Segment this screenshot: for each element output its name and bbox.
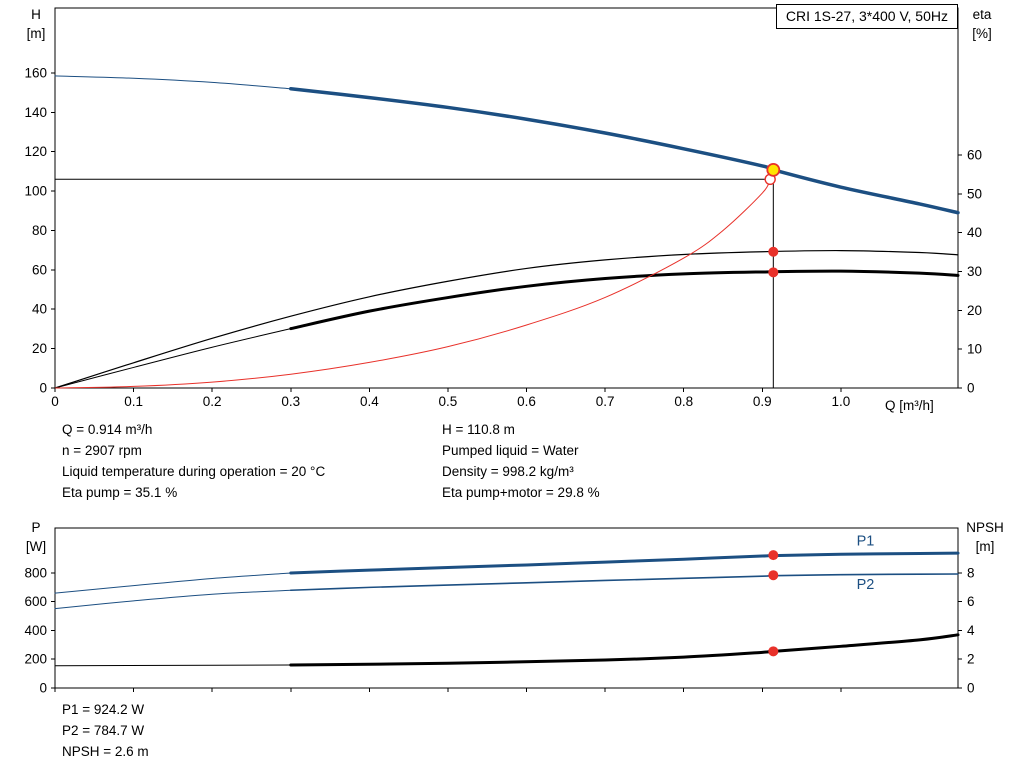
y-left-tick-label: 800 [24, 565, 47, 580]
result-line-npsh: NPSH = 2.6 m [62, 744, 149, 759]
y-right-tick-label: 4 [967, 623, 975, 638]
chart-frame [54, 527, 959, 689]
results-column: P1 = 924.2 W P2 = 784.7 W NPSH = 2.6 m [62, 699, 149, 762]
x-tick-label: 0.3 [281, 394, 300, 409]
npsh-axis-label: NPSH [m] [956, 518, 1014, 556]
p2-curve-label: P2 [857, 577, 875, 593]
y-right-tick-label: 2 [967, 652, 975, 667]
h-axis-symbol: H [31, 7, 41, 22]
y-left-tick-label: 140 [24, 105, 47, 120]
npsh-axis-symbol: NPSH [966, 520, 1004, 535]
chart-frame [54, 7, 959, 389]
p2-extension [54, 589, 292, 610]
q-axis-label: Q [m³/h] [885, 398, 934, 413]
y-right-tick-label: 10 [967, 342, 982, 357]
y-right-tick-label: 0 [967, 381, 975, 396]
operating-point-dot [768, 267, 779, 278]
eta-axis-unit: [%] [972, 26, 992, 41]
y-left-tick-label: 40 [32, 302, 47, 317]
npsh-curve [289, 633, 960, 667]
y-right-tick-label: 60 [967, 148, 982, 163]
operating-point-dot [768, 646, 779, 657]
x-tick-label: 1.0 [832, 394, 851, 409]
y-left-tick-label: 600 [24, 594, 47, 609]
npsh-axis-unit: [m] [975, 539, 995, 554]
p-axis-unit: [W] [25, 539, 47, 554]
y-right-tick-label: 40 [967, 225, 982, 240]
x-tick-label: 0.9 [753, 394, 772, 409]
p1-extension [54, 572, 292, 594]
chart-0: 0 0.1 0.2 0.3 0.4 0.5 0.6 0.7 0.8 0.9 1.0 0 20 40 60 80… [24, 7, 982, 409]
y-right-tick-label: 6 [967, 594, 975, 609]
y-left-tick-label: 0 [39, 381, 47, 396]
result-line-p2: P2 = 784.7 W [62, 723, 145, 738]
pump-curve [289, 86, 960, 215]
h-axis-label: H [m] [17, 5, 55, 43]
info-line-h: H = 110.8 m [442, 422, 515, 437]
pump-curve-extension [54, 75, 292, 90]
x-tick-label: 0.8 [674, 394, 693, 409]
eta-pump-curve [54, 249, 959, 389]
info-line-density: Density = 998.2 kg/m³ [442, 464, 574, 479]
y-right-tick-label: 0 [967, 681, 975, 696]
y-left-tick-label: 20 [32, 341, 47, 356]
eta-pump-motor-curve [289, 269, 960, 331]
x-tick-label: 0 [51, 394, 59, 409]
info-line-q: Q = 0.914 m³/h [62, 422, 153, 437]
info-line-liquid: Pumped liquid = Water [442, 443, 579, 458]
x-tick-label: 0.6 [517, 394, 536, 409]
x-tick-label: 0.2 [203, 394, 222, 409]
y-left-tick-label: 0 [39, 681, 47, 696]
y-left-tick-label: 160 [24, 65, 47, 80]
h-axis-unit: [m] [26, 26, 46, 41]
x-tick-label: 0.4 [360, 394, 379, 409]
y-left-tick-label: 80 [32, 223, 47, 238]
eta-pump-motor-extension [54, 328, 292, 389]
y-left-tick-label: 60 [32, 262, 47, 277]
operating-point-dot [768, 246, 779, 257]
p1-curve-label: P1 [857, 534, 875, 550]
x-tick-label: 0.5 [439, 394, 458, 409]
result-line-p1: P1 = 924.2 W [62, 702, 145, 717]
p-axis-symbol: P [31, 520, 41, 535]
operating-point-dot [768, 550, 779, 561]
eta-axis-label: eta [%] [960, 5, 1004, 43]
system-curve [54, 178, 771, 389]
npsh-extension [54, 664, 292, 667]
chart-1: 0 200 400 600 800 0 2 4 6 8 P1 P2 [24, 527, 975, 696]
y-left-tick-label: 200 [24, 652, 47, 667]
p-axis-label: P [W] [17, 518, 55, 556]
duty-point-marker [766, 162, 781, 177]
y-left-tick-label: 400 [24, 623, 47, 638]
y-right-tick-label: 50 [967, 186, 982, 201]
y-left-tick-label: 100 [24, 184, 47, 199]
x-tick-label: 0.7 [596, 394, 615, 409]
info-line-eta-pump-motor: Eta pump+motor = 29.8 % [442, 485, 600, 500]
y-right-tick-label: 20 [967, 303, 982, 318]
info-line-eta-pump: Eta pump = 35.1 % [62, 485, 178, 500]
p1-curve [289, 551, 960, 575]
info-line-speed: n = 2907 rpm [62, 443, 142, 458]
x-tick-label: 0.1 [124, 394, 143, 409]
curve-title-box: CRI 1S-27, 3*400 V, 50Hz [775, 4, 958, 29]
duty-info-right-column: H = 110.8 m Pumped liquid = Water Densit… [442, 419, 600, 503]
info-line-temperature: Liquid temperature during operation = 20… [62, 464, 326, 479]
y-left-tick-label: 120 [24, 144, 47, 159]
y-right-tick-label: 30 [967, 264, 982, 279]
p2-curve [289, 573, 959, 592]
operating-point-dot [768, 570, 779, 581]
eta-axis-symbol: eta [972, 7, 992, 22]
y-right-tick-label: 8 [967, 565, 975, 580]
duty-info-left-column: Q = 0.914 m³/h n = 2907 rpm Liquid tempe… [62, 419, 325, 503]
